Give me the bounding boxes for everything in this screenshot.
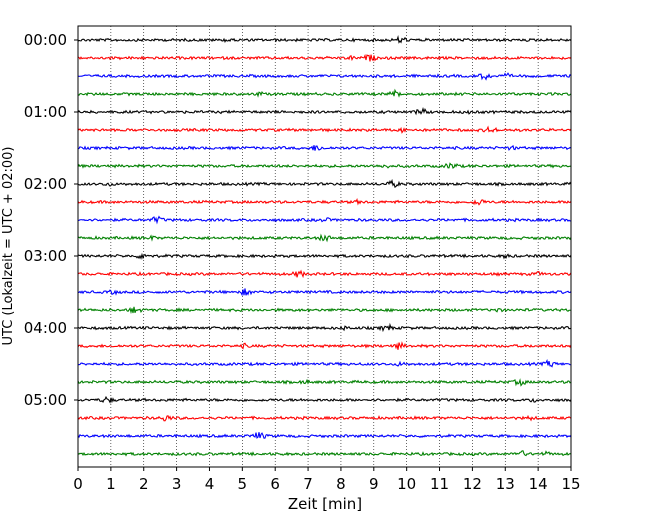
x-tick-label-14: 14 bbox=[529, 475, 548, 493]
x-tick-label-10: 10 bbox=[397, 475, 416, 493]
x-tick-label-11: 11 bbox=[430, 475, 449, 493]
trace-9 bbox=[77, 178, 572, 188]
x-axis: 0 1 2 3 4 5 6 7 8 9 10 11 12 13 14 15 bbox=[73, 467, 581, 493]
y-tick-label-02:00: 02:00 bbox=[24, 175, 67, 193]
trace-24 bbox=[77, 450, 572, 457]
y-tick-label-01:00: 01:00 bbox=[24, 103, 67, 121]
x-tick-label-13: 13 bbox=[496, 475, 515, 493]
trace-13 bbox=[77, 252, 572, 260]
x-tick-label-5: 5 bbox=[238, 475, 248, 493]
plot-frame bbox=[77, 25, 572, 468]
trace-16 bbox=[77, 306, 572, 315]
y-axis-label: UTC (Lokalzeit = UTC + 02:00) bbox=[1, 147, 16, 346]
y-tick-label-00:00: 00:00 bbox=[24, 31, 67, 49]
x-tick-label-15: 15 bbox=[561, 475, 580, 493]
trace-11 bbox=[77, 215, 572, 225]
trace-10 bbox=[77, 198, 572, 206]
x-tick-label-4: 4 bbox=[205, 475, 215, 493]
trace-21 bbox=[77, 395, 572, 404]
x-axis-label: Zeit [min] bbox=[288, 495, 362, 513]
trace-1 bbox=[77, 34, 572, 44]
trace-4 bbox=[77, 88, 572, 98]
y-axis: 00:00 01:00 02:00 03:00 04:00 05:00 bbox=[24, 31, 78, 409]
x-tick-label-8: 8 bbox=[336, 475, 346, 493]
x-tick-label-0: 0 bbox=[73, 475, 83, 493]
y-tick-label-03:00: 03:00 bbox=[24, 247, 67, 265]
trace-14 bbox=[77, 269, 572, 279]
trace-19 bbox=[77, 359, 572, 368]
x-tick-label-6: 6 bbox=[270, 475, 280, 493]
x-tick-label-2: 2 bbox=[139, 475, 149, 493]
trace-2 bbox=[77, 53, 572, 62]
trace-23 bbox=[77, 432, 572, 439]
x-tick-label-12: 12 bbox=[463, 475, 482, 493]
trace-22 bbox=[77, 414, 572, 422]
trace-3 bbox=[77, 72, 572, 81]
trace-18 bbox=[77, 341, 572, 350]
x-tick-label-7: 7 bbox=[303, 475, 313, 493]
x-tick-label-9: 9 bbox=[369, 475, 379, 493]
trace-5 bbox=[77, 107, 572, 116]
trace-7 bbox=[77, 144, 572, 151]
trace-8 bbox=[77, 162, 572, 169]
y-tick-label-04:00: 04:00 bbox=[24, 319, 67, 337]
trace-20 bbox=[77, 378, 572, 387]
trace-6 bbox=[77, 125, 572, 134]
trace-17 bbox=[77, 322, 572, 333]
y-tick-label-05:00: 05:00 bbox=[24, 391, 67, 409]
trace-12 bbox=[77, 233, 572, 243]
trace-15 bbox=[77, 288, 572, 297]
x-tick-label-1: 1 bbox=[106, 475, 116, 493]
x-tick-label-3: 3 bbox=[172, 475, 182, 493]
trace-layer bbox=[77, 34, 572, 457]
